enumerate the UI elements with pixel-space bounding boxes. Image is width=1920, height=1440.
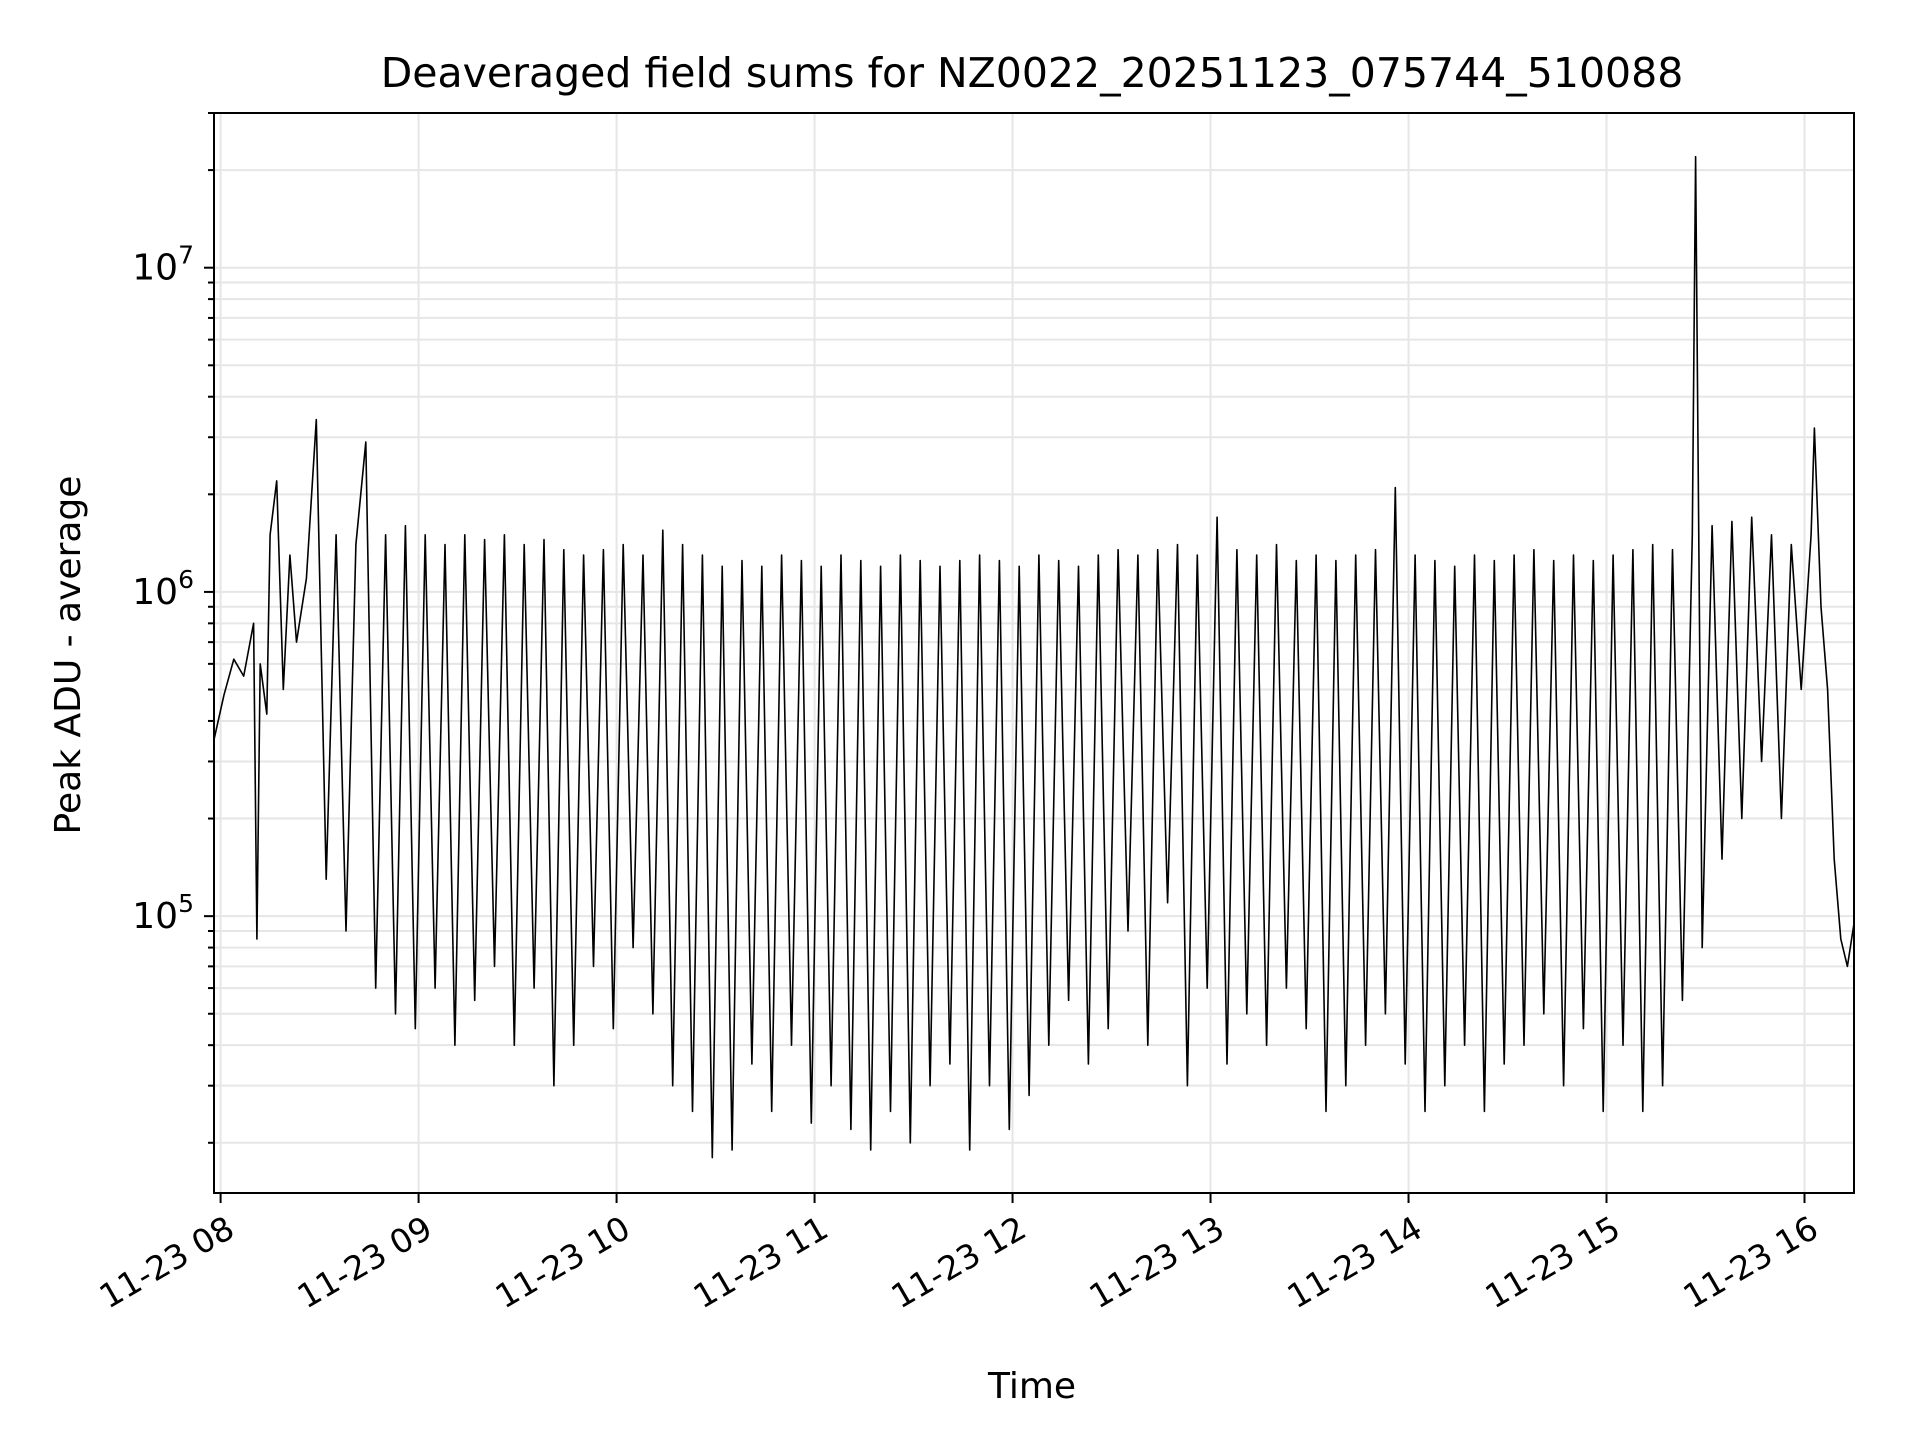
y-tick-label: 106 bbox=[132, 565, 194, 613]
y-tick-label: 107 bbox=[132, 241, 194, 289]
grid-lines bbox=[214, 112, 1854, 1193]
chart-title: Deaveraged field sums for NZ0022_2025112… bbox=[381, 49, 1684, 97]
y-tick-label: 105 bbox=[132, 889, 194, 937]
plot-area-frame bbox=[213, 112, 1855, 1194]
x-axis-label: Time bbox=[987, 1366, 1076, 1407]
series-line bbox=[213, 155, 1855, 1159]
y-axis-label: Peak ADU - average bbox=[48, 476, 89, 835]
series-line-group bbox=[213, 155, 1855, 1159]
